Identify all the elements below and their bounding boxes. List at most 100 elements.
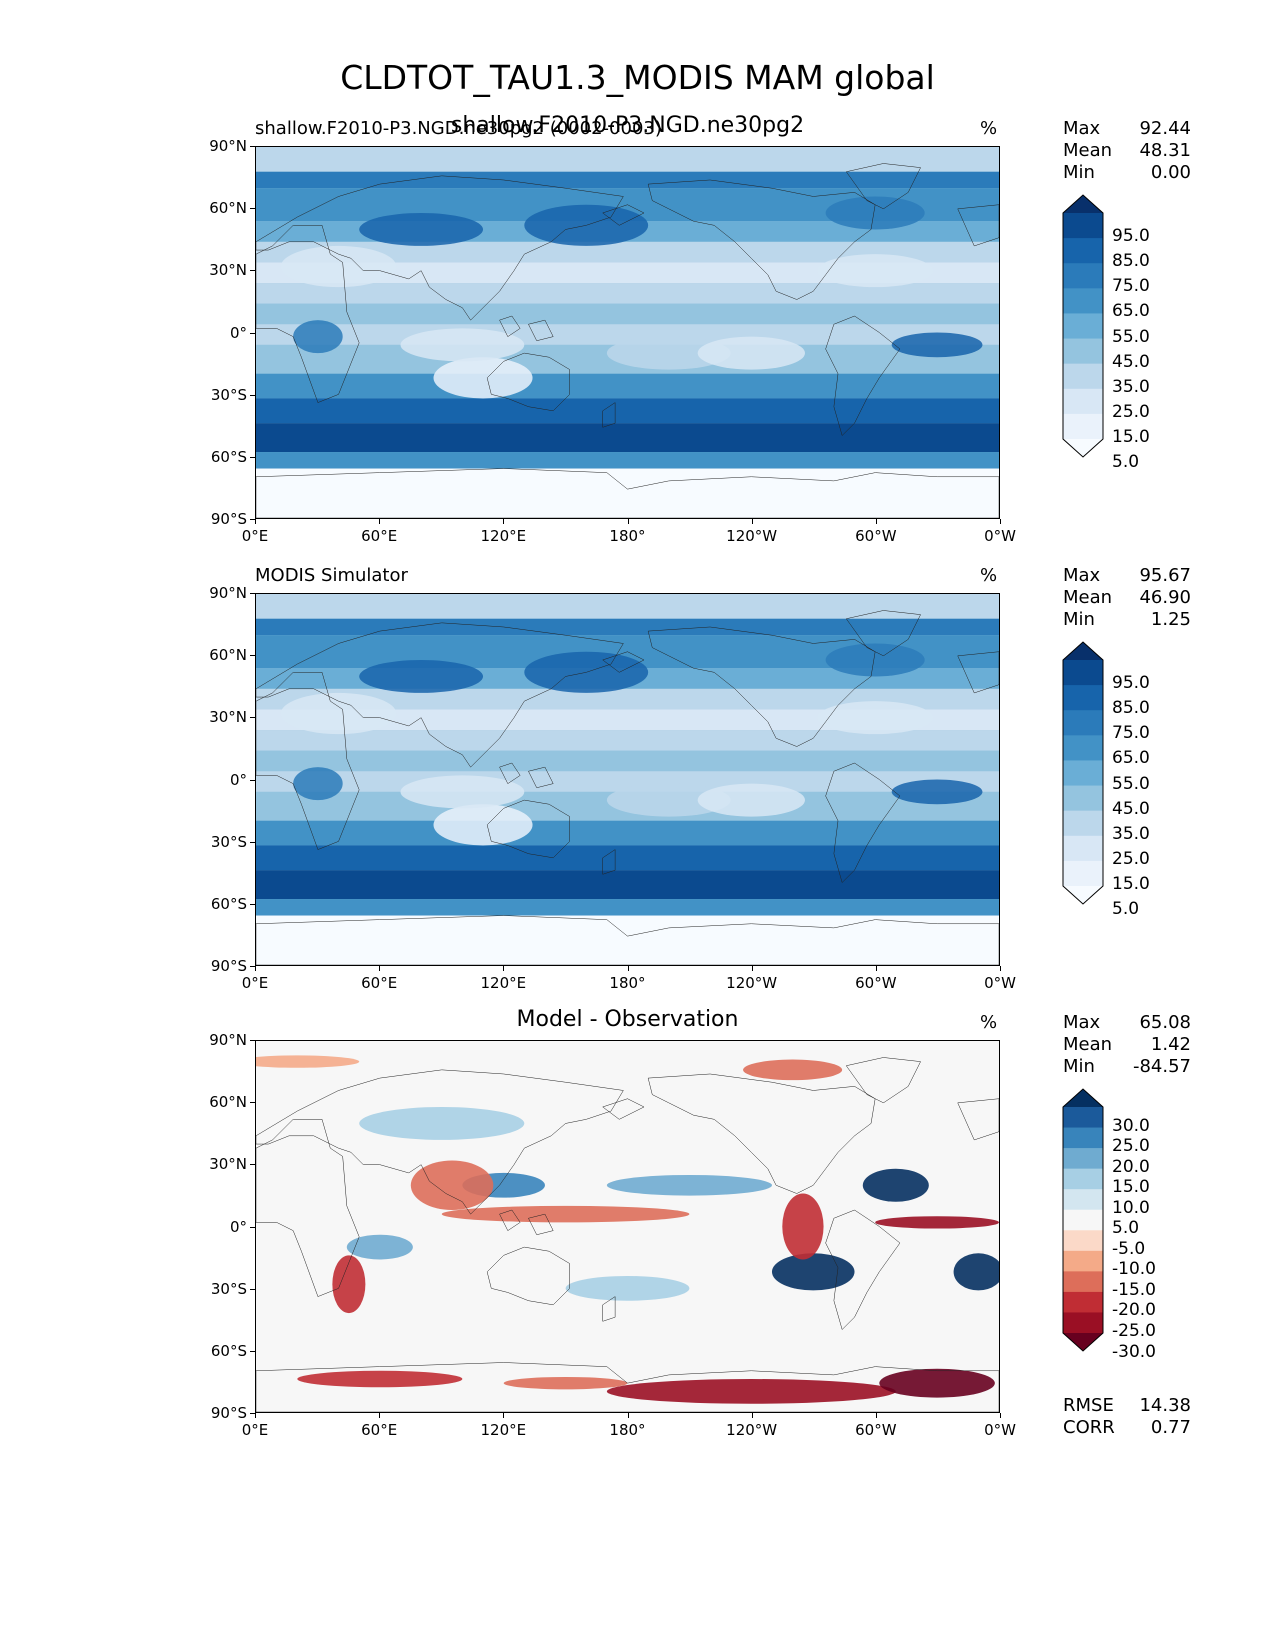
lat-tick-label: 30°N	[209, 708, 247, 727]
cloud-feature	[825, 196, 925, 230]
coastline	[648, 627, 875, 747]
colorbar-tick-label: 35.0	[1112, 823, 1150, 844]
stat-label: Max	[1063, 118, 1101, 139]
unit-label: %	[980, 1012, 998, 1033]
cloud-feature	[359, 212, 484, 246]
cloud-band	[256, 373, 999, 399]
colorbar-tick-label: 5.0	[1112, 1218, 1140, 1239]
lat-tick-label: 0°	[229, 1217, 247, 1236]
cloud-feature	[697, 783, 805, 817]
stat-row: Max 95.67	[1063, 565, 1191, 587]
cloud-band	[256, 915, 999, 965]
difference-feature	[503, 1376, 628, 1390]
panel-center-title: Model - Observation	[516, 1007, 739, 1032]
colorbar-segment	[1063, 810, 1103, 837]
lon-tick-label: 0°W	[984, 1421, 1016, 1439]
coastline	[528, 320, 553, 341]
lat-tick-mark	[250, 519, 255, 520]
colorbar-tick-label: 55.0	[1112, 773, 1150, 794]
cloud-feature	[433, 357, 533, 399]
coastline	[603, 652, 644, 673]
cloud-band	[256, 241, 999, 263]
lon-tick-mark	[379, 1413, 381, 1418]
lat-tick-label: 60°N	[209, 646, 247, 665]
coastline	[648, 1074, 875, 1194]
stat-value: 48.31	[1139, 140, 1191, 161]
stat-row: RMSE 14.38	[1063, 1395, 1191, 1417]
cloud-feature	[400, 775, 525, 809]
colorbar-tick-label: 20.0	[1112, 1156, 1150, 1177]
stat-row: Mean 48.31	[1063, 140, 1191, 162]
difference-feature	[441, 1205, 690, 1223]
lat-tick-mark	[250, 593, 255, 594]
colorbar-tick-label: 15.0	[1112, 874, 1150, 894]
colorbar-segment	[1063, 735, 1103, 761]
difference-feature	[346, 1234, 413, 1260]
difference-feature	[743, 1059, 843, 1081]
difference-feature	[879, 1368, 995, 1398]
stat-label: Mean	[1063, 140, 1113, 161]
colorbar-tick-label: 5.0	[1112, 452, 1140, 473]
stat-label: Min	[1063, 162, 1095, 183]
map-field	[256, 594, 999, 965]
cloud-feature	[280, 245, 397, 288]
colorbar-tick-label: 85.0	[1112, 251, 1150, 272]
cloud-band	[256, 730, 999, 751]
cloud-feature	[606, 783, 731, 817]
lat-tick-label: 0°	[229, 770, 247, 789]
lat-tick-label: 60°S	[210, 894, 247, 913]
colorbar-extend-max	[1063, 1089, 1103, 1107]
map-background	[256, 1041, 999, 1412]
colorbar-tick-label: 30.0	[1112, 1115, 1150, 1136]
map-panel	[255, 146, 1000, 519]
map-panel	[255, 1040, 1000, 1413]
stat-value: -84.57	[1132, 1056, 1191, 1077]
coastline	[256, 672, 359, 849]
coastline	[603, 205, 644, 226]
colorbar-tick-label: 25.0	[1112, 848, 1150, 869]
stat-row: Min -84.57	[1063, 1056, 1191, 1078]
lon-tick-label: 60°W	[855, 974, 897, 992]
difference-feature	[862, 1168, 929, 1202]
stat-row: Mean 46.90	[1063, 587, 1191, 609]
colorbar-tick-label: 65.0	[1112, 748, 1150, 769]
colorbar-outline	[1062, 641, 1104, 905]
lon-tick-mark	[627, 1413, 629, 1418]
colorbar-segment	[1063, 1312, 1103, 1334]
coastline	[958, 205, 999, 246]
colorbar-tick-label: 25.0	[1112, 401, 1150, 422]
lon-tick-label: 120°W	[726, 1421, 778, 1439]
difference-feature	[332, 1255, 366, 1314]
lon-tick-mark	[503, 1413, 505, 1418]
coastline	[256, 1363, 999, 1412]
cloud-feature	[400, 328, 525, 362]
lon-tick-mark	[255, 966, 256, 971]
stat-value: 92.44	[1139, 118, 1191, 139]
colorbar-segment	[1063, 760, 1103, 787]
colorbar-segment	[1063, 338, 1103, 365]
colorbar-tick-label: 45.0	[1112, 798, 1150, 819]
stat-label: Min	[1063, 1056, 1095, 1077]
lat-tick-mark	[250, 903, 255, 905]
coastline	[256, 1119, 359, 1296]
lat-tick-mark	[250, 1413, 255, 1414]
colorbar-tick-label: 15.0	[1112, 427, 1150, 447]
stat-value: 46.90	[1139, 587, 1191, 608]
stats-block: Max 92.44 Mean 48.31 Min 0.00	[1063, 118, 1191, 184]
colorbar-tick-label: 25.0	[1112, 1136, 1150, 1157]
panel-center-title: shallow.F2010-P3.NGD.ne30pg2	[450, 113, 805, 138]
cloud-feature	[293, 767, 343, 801]
coastline	[603, 1297, 615, 1322]
difference-feature	[606, 1174, 772, 1196]
stat-row: Max 92.44	[1063, 118, 1191, 140]
difference-feature	[782, 1193, 824, 1260]
colorbar	[1062, 1088, 1104, 1352]
colorbar-tick-label: 35.0	[1112, 376, 1150, 397]
lat-tick-mark	[250, 1164, 255, 1166]
cloud-feature	[433, 804, 533, 846]
cloud-band	[256, 845, 999, 871]
lon-tick-label: 180°	[609, 974, 646, 992]
lat-tick-label: 90°S	[210, 510, 247, 528]
colorbar	[1062, 194, 1104, 458]
colorbar-tick-label: -25.0	[1112, 1321, 1156, 1341]
